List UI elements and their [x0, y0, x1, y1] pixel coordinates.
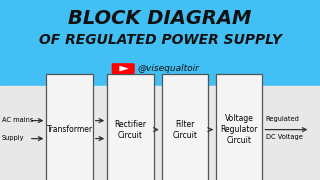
Text: Filter
Circuit: Filter Circuit [172, 120, 197, 140]
Bar [0, 0, 320, 86]
Text: Regulated: Regulated [266, 116, 300, 122]
Text: OF REGULATED POWER SUPPLY: OF REGULATED POWER SUPPLY [39, 33, 281, 48]
Bar [162, 74, 208, 180]
Text: @visequaltoir: @visequaltoir [138, 64, 199, 73]
Bar [216, 74, 262, 180]
Text: Supply: Supply [2, 135, 24, 141]
Text: DC Voltage: DC Voltage [266, 134, 302, 140]
Text: BLOCK DIAGRAM: BLOCK DIAGRAM [68, 9, 252, 28]
FancyBboxPatch shape [112, 63, 135, 74]
Bar [107, 74, 154, 180]
Text: AC mains: AC mains [2, 117, 33, 123]
Text: Transformer: Transformer [46, 125, 93, 134]
Bar [46, 74, 93, 180]
Text: Rectifier
Circuit: Rectifier Circuit [115, 120, 147, 140]
Text: Voltage
Regulator
Circuit: Voltage Regulator Circuit [220, 114, 258, 145]
Bar [0, 86, 320, 180]
Polygon shape [119, 66, 129, 71]
